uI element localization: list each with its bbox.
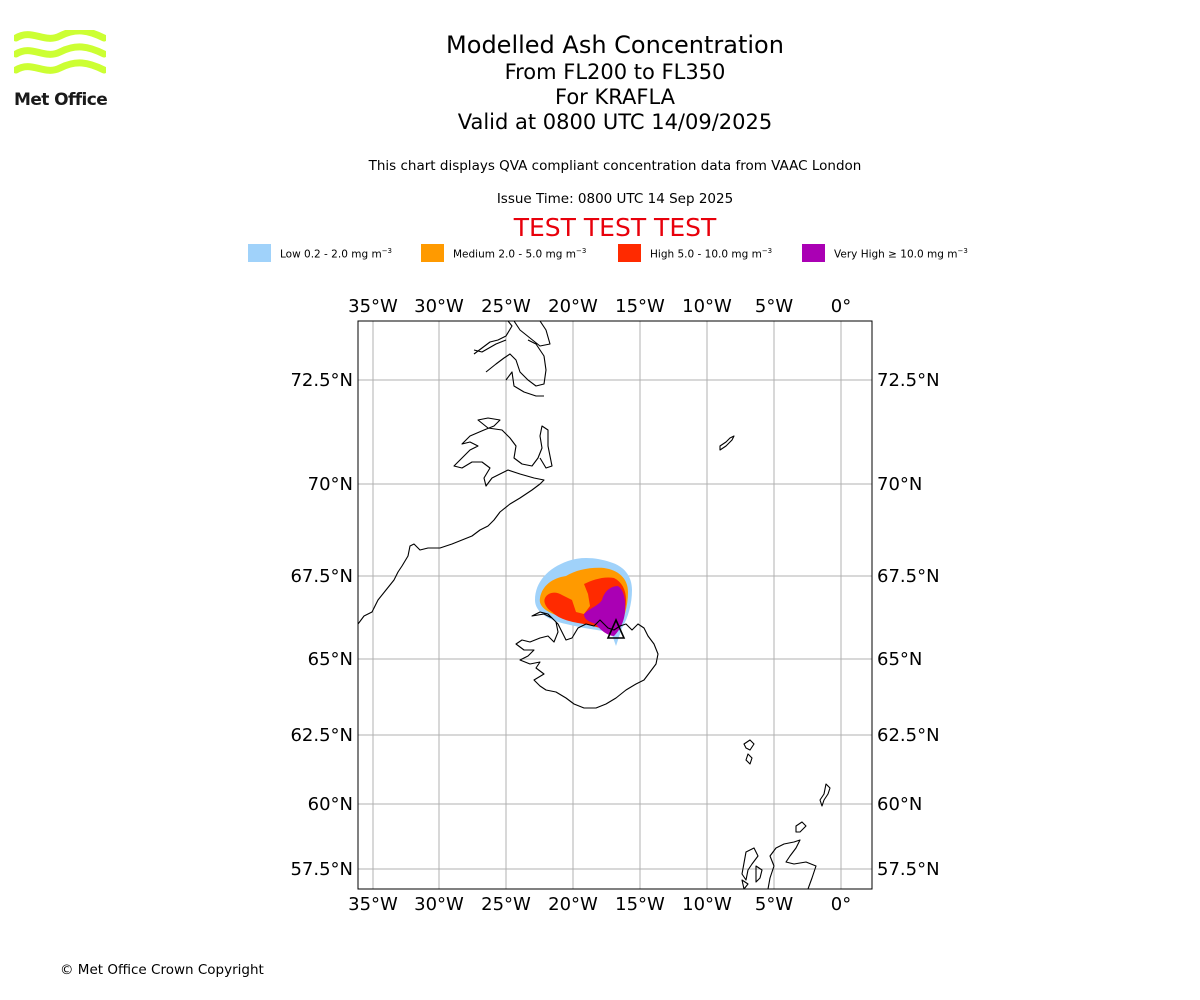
legend-label-high: High 5.0 - 10.0 mg m−3: [650, 247, 773, 261]
lon-label-bottom: 5°W: [755, 894, 793, 915]
met-office-logo: Met Office: [12, 27, 108, 112]
lon-label-bottom: 10°W: [682, 894, 732, 915]
valid-time: Valid at 0800 UTC 14/09/2025: [457, 110, 773, 134]
flight-level-range: From FL200 to FL350: [504, 60, 726, 84]
lon-label-top: 0°: [831, 296, 851, 317]
lon-label-top: 20°W: [548, 296, 598, 317]
chart-title-block: Modelled Ash Concentration From FL200 to…: [315, 30, 915, 135]
shetland-coast: [795, 783, 831, 833]
lat-label-right: 72.5°N: [877, 370, 940, 391]
test-banner: TEST TEST TEST: [513, 213, 717, 242]
legend-label-low: Low 0.2 - 2.0 mg m−3: [280, 247, 393, 261]
scotland-coast: [767, 839, 817, 889]
hebrides-coast: [741, 847, 763, 889]
left-lat-labels: 72.5°N 70°N 67.5°N 65°N 62.5°N 60°N 57.5…: [290, 370, 353, 880]
lon-label-top: 25°W: [481, 296, 531, 317]
lat-label-right: 67.5°N: [877, 566, 940, 587]
met-office-waves-icon: [12, 27, 108, 74]
volcano-triangle-marker: [606, 618, 626, 639]
right-lat-labels: 72.5°N 70°N 67.5°N 65°N 62.5°N 60°N 57.5…: [877, 370, 940, 880]
lat-label-right: 70°N: [877, 474, 922, 495]
map-frame: [357, 320, 873, 890]
lon-label-top: 30°W: [414, 296, 464, 317]
legend-swatch-low: [248, 244, 271, 262]
lat-label-left: 67.5°N: [290, 566, 353, 587]
top-lon-labels: 35°W 30°W 25°W 20°W 15°W 10°W 5°W 0°: [348, 296, 851, 317]
faroe-islands-coast: [743, 739, 755, 765]
lon-label-top: 15°W: [615, 296, 665, 317]
copyright-notice: © Met Office Crown Copyright: [60, 962, 264, 978]
lat-label-left: 57.5°N: [290, 859, 353, 880]
lat-label-left: 65°N: [308, 649, 353, 670]
legend-swatch-very-high: [802, 244, 825, 262]
greenland-coast: [358, 417, 553, 625]
lat-label-left: 70°N: [308, 474, 353, 495]
lon-label-bottom: 30°W: [414, 894, 464, 915]
issue-time: Issue Time: 0800 UTC 14 Sep 2025: [496, 191, 734, 207]
greenland-coast-north: [473, 321, 551, 397]
volcano-name: For KRAFLA: [555, 85, 675, 109]
chart-subtitle: This chart displays QVA compliant concen…: [368, 158, 862, 174]
lon-label-bottom: 35°W: [348, 894, 398, 915]
lon-label-bottom: 25°W: [481, 894, 531, 915]
lat-label-right: 65°N: [877, 649, 922, 670]
legend-label-very-high: Very High ≥ 10.0 mg m−3: [834, 247, 968, 261]
lat-label-right: 62.5°N: [877, 725, 940, 746]
legend-label-medium: Medium 2.0 - 5.0 mg m−3: [453, 247, 587, 261]
jan-mayen-coast: [719, 435, 735, 451]
lat-label-left: 62.5°N: [290, 725, 353, 746]
lat-label-left: 72.5°N: [290, 370, 353, 391]
iceland-coast: [515, 611, 659, 709]
lat-label-right: 57.5°N: [877, 859, 940, 880]
met-office-wordmark: Met Office: [14, 90, 108, 110]
lon-label-bottom: 15°W: [615, 894, 665, 915]
lon-label-top: 35°W: [348, 296, 398, 317]
lat-label-right: 60°N: [877, 794, 922, 815]
lon-label-bottom: 20°W: [548, 894, 598, 915]
lon-label-bottom: 0°: [831, 894, 851, 915]
ash-cloud: [535, 558, 632, 646]
lon-label-top: 5°W: [755, 296, 793, 317]
lon-label-top: 10°W: [682, 296, 732, 317]
bottom-lon-labels: 35°W 30°W 25°W 20°W 15°W 10°W 5°W 0°: [348, 894, 851, 915]
coastlines: [358, 321, 831, 889]
legend-swatch-medium: [421, 244, 444, 262]
legend-swatch-high: [618, 244, 641, 262]
chart-title: Modelled Ash Concentration: [446, 31, 784, 59]
lat-label-left: 60°N: [308, 794, 353, 815]
